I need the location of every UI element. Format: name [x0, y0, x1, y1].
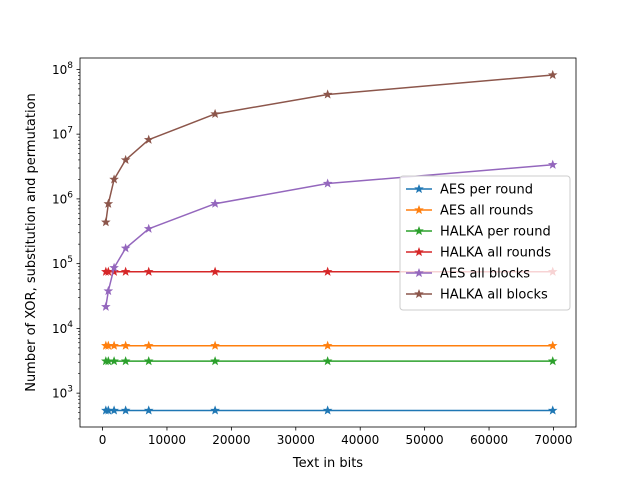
plot-frame	[79, 57, 577, 428]
data-point	[120, 243, 131, 253]
data-point	[109, 405, 119, 415]
legend-label: HALKA all blocks	[440, 288, 548, 303]
data-point	[103, 285, 114, 296]
data-point	[120, 356, 131, 366]
x-axis: 0 10000 20000 30000 40000 50000 60000 70000	[99, 427, 573, 447]
data-point	[322, 266, 333, 276]
data-point	[547, 69, 558, 80]
axes-layer	[79, 57, 577, 428]
data-point	[109, 356, 119, 366]
data-point	[547, 159, 558, 169]
data-point	[120, 340, 131, 350]
data-point	[103, 198, 114, 208]
data-point	[143, 405, 154, 415]
series-layer	[101, 69, 558, 415]
legend-marker	[414, 246, 424, 257]
data-point	[120, 405, 131, 415]
x-tick-label: 0	[99, 433, 107, 447]
legend-item: HALKA all blocks	[406, 288, 548, 303]
data-point	[143, 356, 154, 366]
legend-label: HALKA per round	[440, 225, 551, 240]
legend: AES per round AES all rounds HALKA per rou…	[399, 175, 571, 311]
y-tick-label: 108	[52, 61, 73, 77]
legend-marker	[414, 225, 424, 236]
data-point	[322, 356, 333, 366]
data-point	[210, 340, 220, 350]
y-axis: 103 104 105 106 107 108	[52, 61, 80, 420]
series-aes-all-blocks	[101, 159, 558, 311]
legend-item: AES all rounds	[406, 204, 534, 219]
series-aes-all-rounds	[101, 340, 558, 350]
legend-marker	[414, 288, 424, 299]
series-line	[105, 163, 553, 307]
x-tick-label: 10000	[148, 433, 186, 447]
data-point	[143, 340, 154, 350]
y-tick-label: 107	[52, 126, 73, 142]
legend-item: AES per round	[406, 183, 533, 198]
legend-marker	[414, 267, 424, 278]
x-tick-label: 70000	[534, 433, 572, 447]
y-tick-label: 106	[52, 190, 73, 206]
legend-marker	[414, 204, 424, 215]
legend-item: HALKA all rounds	[406, 246, 551, 261]
series-aes-per-round	[101, 405, 558, 415]
data-point	[101, 301, 111, 311]
legend-item: HALKA per round	[406, 225, 551, 240]
x-tick-label: 40000	[341, 433, 379, 447]
data-point	[547, 356, 558, 366]
x-tick-label: 20000	[212, 433, 250, 447]
data-point	[143, 134, 154, 144]
data-point	[109, 262, 119, 272]
x-tick-label: 50000	[406, 433, 444, 447]
data-point	[109, 266, 119, 276]
series-line	[105, 74, 553, 223]
y-tick-label: 105	[52, 255, 73, 271]
legend-label: AES per round	[440, 183, 533, 198]
legend-item: AES all blocks	[406, 267, 530, 282]
data-point	[210, 356, 220, 366]
x-tick-label: 60000	[470, 433, 508, 447]
data-point	[322, 340, 333, 350]
data-point	[101, 217, 111, 227]
series-halka-per-round	[101, 356, 558, 366]
data-point	[210, 405, 220, 415]
data-point	[322, 405, 333, 415]
y-tick-label: 104	[52, 320, 73, 336]
data-point	[109, 340, 119, 350]
legend-label: AES all blocks	[440, 267, 530, 282]
data-point	[547, 405, 558, 415]
series-halka-all-blocks	[101, 69, 558, 227]
data-point	[322, 89, 333, 99]
x-tick-label: 30000	[277, 433, 315, 447]
data-point	[547, 340, 558, 350]
legend-box	[399, 175, 571, 311]
series-halka-all-rounds	[101, 266, 558, 276]
data-point	[143, 223, 154, 233]
data-point	[120, 266, 131, 276]
data-point	[322, 178, 333, 188]
data-point	[210, 266, 220, 276]
y-tick-label: 103	[52, 385, 73, 401]
data-point	[120, 154, 131, 165]
legend-label: HALKA all rounds	[440, 246, 551, 261]
legend-marker	[414, 183, 424, 194]
data-point	[210, 198, 220, 208]
data-point	[210, 108, 220, 119]
data-point	[143, 266, 154, 276]
legend-label: AES all rounds	[440, 204, 534, 219]
x-axis-label: Text in bits	[292, 456, 363, 471]
y-axis-label: Number of XOR, substitution and permutat…	[24, 93, 39, 392]
data-point	[109, 174, 119, 184]
